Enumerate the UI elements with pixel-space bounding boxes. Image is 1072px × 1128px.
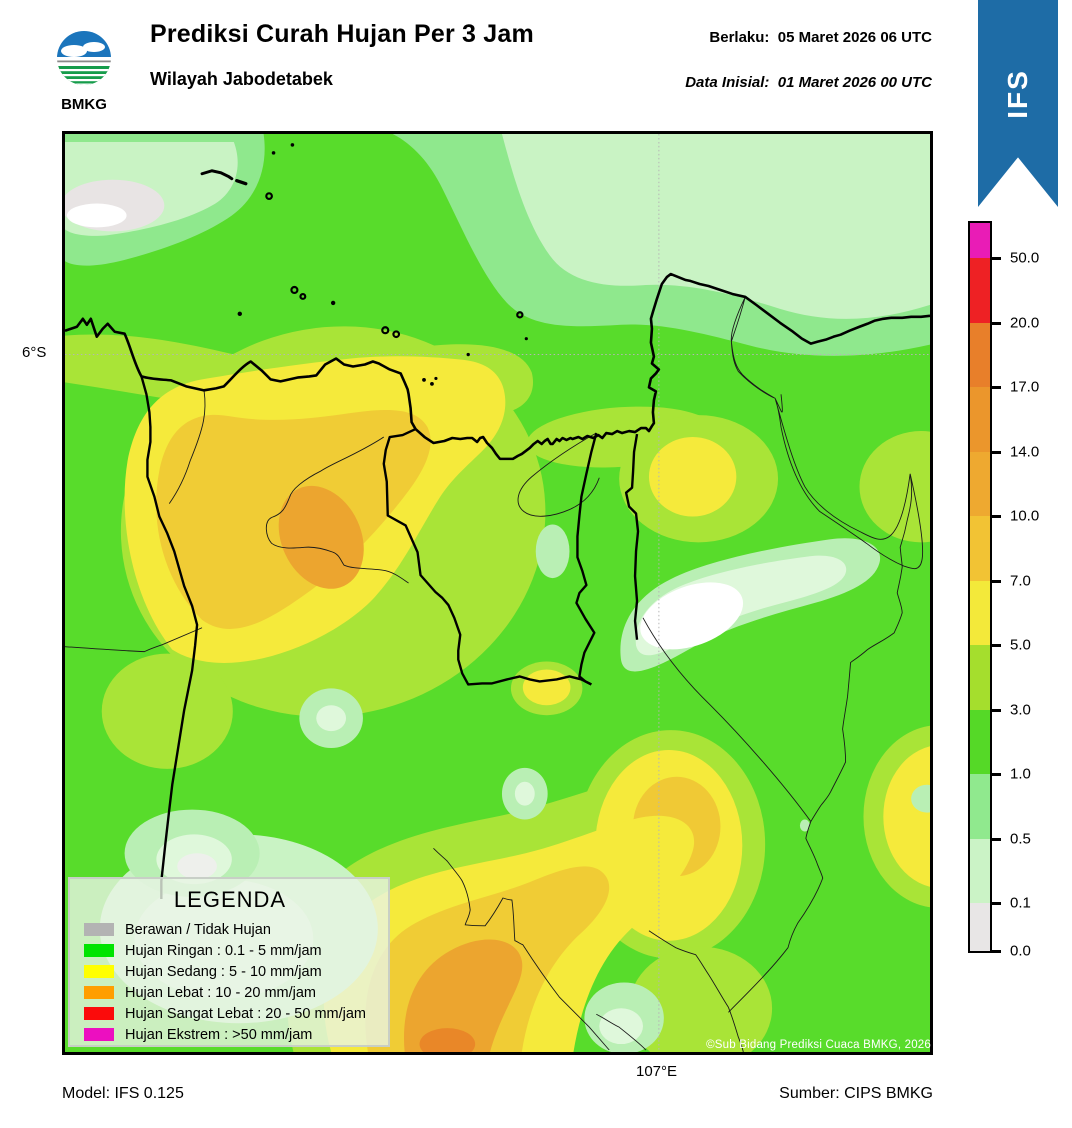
colorbar-segment — [970, 323, 990, 387]
legend-item: Hujan Ringan : 0.1 - 5 mm/jam — [84, 940, 376, 961]
colorbar-tick-label: 5.0 — [1010, 636, 1031, 654]
legend-item-label: Hujan Lebat : 10 - 20 mm/jam — [125, 984, 317, 1001]
bmkg-logo-text: BMKG — [61, 96, 107, 113]
colorbar-tick — [992, 901, 1001, 905]
legend-item: Hujan Sedang : 5 - 10 mm/jam — [84, 961, 376, 982]
islands — [200, 143, 528, 386]
colorbar-tick — [992, 837, 1001, 841]
colorbar-tick-label: 7.0 — [1010, 572, 1031, 590]
source-text: Sumber: CIPS BMKG — [779, 1085, 933, 1102]
colorbar-segment — [970, 581, 990, 645]
legend-swatch — [84, 944, 114, 957]
colorbar-segment — [970, 903, 990, 951]
legend-swatch — [84, 1007, 114, 1020]
copyright-text: ©Sub Bidang Prediksi Cuaca BMKG, 2026 — [706, 1039, 931, 1051]
colorbar-tick — [992, 949, 1001, 953]
colorbar-tick-label: 14.0 — [1010, 443, 1040, 461]
colorbar-tick-label: 10.0 — [1010, 507, 1040, 525]
legend-item: Hujan Lebat : 10 - 20 mm/jam — [84, 982, 376, 1003]
colorbar-tick — [992, 256, 1001, 260]
legend-title: LEGENDA — [173, 887, 287, 912]
legend-swatch — [84, 965, 114, 978]
colorbar-tick-label: 50.0 — [1010, 249, 1040, 267]
colorbar-tick-label: 1.0 — [1010, 765, 1031, 783]
colorbar-tick — [992, 450, 1001, 454]
model-text: Model: IFS 0.125 — [62, 1085, 184, 1102]
colorbar-tick — [992, 643, 1001, 647]
colorbar-tick — [992, 579, 1001, 583]
colorbar-segment — [970, 258, 990, 323]
legend-box: LEGENDA Berawan / Tidak Hujan Hujan Ringa… — [68, 877, 390, 1047]
legend-item-label: Hujan Sangat Lebat : 20 - 50 mm/jam — [125, 1005, 366, 1022]
colorbar-tick — [992, 708, 1001, 712]
valid-time-text: Berlaku: 05 Maret 2026 06 UTC — [709, 29, 932, 46]
admin-boundaries — [65, 296, 924, 1052]
legend-item-label: Hujan Sedang : 5 - 10 mm/jam — [125, 963, 322, 980]
legend-rows: Berawan / Tidak Hujan Hujan Ringan : 0.1 … — [84, 919, 376, 1045]
graticule — [65, 134, 930, 1052]
legend-item: Hujan Ekstrem : >50 mm/jam — [84, 1024, 376, 1045]
province-boundaries — [140, 376, 640, 899]
colorbar-tick — [992, 514, 1001, 518]
legend-item-label: Hujan Ringan : 0.1 - 5 mm/jam — [125, 942, 322, 959]
colorbar-segment — [970, 516, 990, 581]
legend-item: Hujan Sangat Lebat : 20 - 50 mm/jam — [84, 1003, 376, 1024]
colorbar-tick-label: 17.0 — [1010, 378, 1040, 396]
colorbar-tick-label: 3.0 — [1010, 701, 1031, 719]
bmkg-logo: BMKG — [57, 31, 111, 113]
colorbar — [968, 221, 992, 953]
initial-time-text: Data Inisial: 01 Maret 2026 00 UTC — [685, 74, 932, 91]
longitude-label: 107°E — [636, 1063, 678, 1080]
colorbar-tick-label: 0.5 — [1010, 830, 1031, 848]
page-subtitle: Wilayah Jabodetabek — [150, 69, 333, 89]
colorbar-segment — [970, 223, 990, 258]
legend-item-label: Hujan Ekstrem : >50 mm/jam — [125, 1026, 313, 1043]
colorbar-tick — [992, 772, 1001, 776]
colorbar-tick — [992, 321, 1001, 325]
colorbar-tick-label: 0.0 — [1010, 942, 1031, 960]
coastline — [65, 272, 930, 461]
model-ribbon-label: IFS — [1002, 69, 1033, 119]
model-ribbon: IFS — [978, 0, 1058, 207]
colorbar-tick-label: 20.0 — [1010, 314, 1040, 332]
colorbar-segment — [970, 774, 990, 839]
colorbar-segment — [970, 645, 990, 710]
colorbar-segment — [970, 710, 990, 774]
page-title: Prediksi Curah Hujan Per 3 Jam — [150, 20, 534, 48]
legend-swatch — [84, 923, 114, 936]
legend-swatch — [84, 1028, 114, 1041]
colorbar-tick-label: 0.1 — [1010, 894, 1031, 912]
legend-item: Berawan / Tidak Hujan — [84, 919, 376, 940]
legend-swatch — [84, 986, 114, 999]
colorbar-segment — [970, 387, 990, 452]
colorbar-segment — [970, 452, 990, 516]
colorbar-segment — [970, 839, 990, 903]
colorbar-tick — [992, 385, 1001, 389]
legend-item-label: Berawan / Tidak Hujan — [125, 921, 271, 938]
latitude-label: 6°S — [22, 344, 47, 361]
